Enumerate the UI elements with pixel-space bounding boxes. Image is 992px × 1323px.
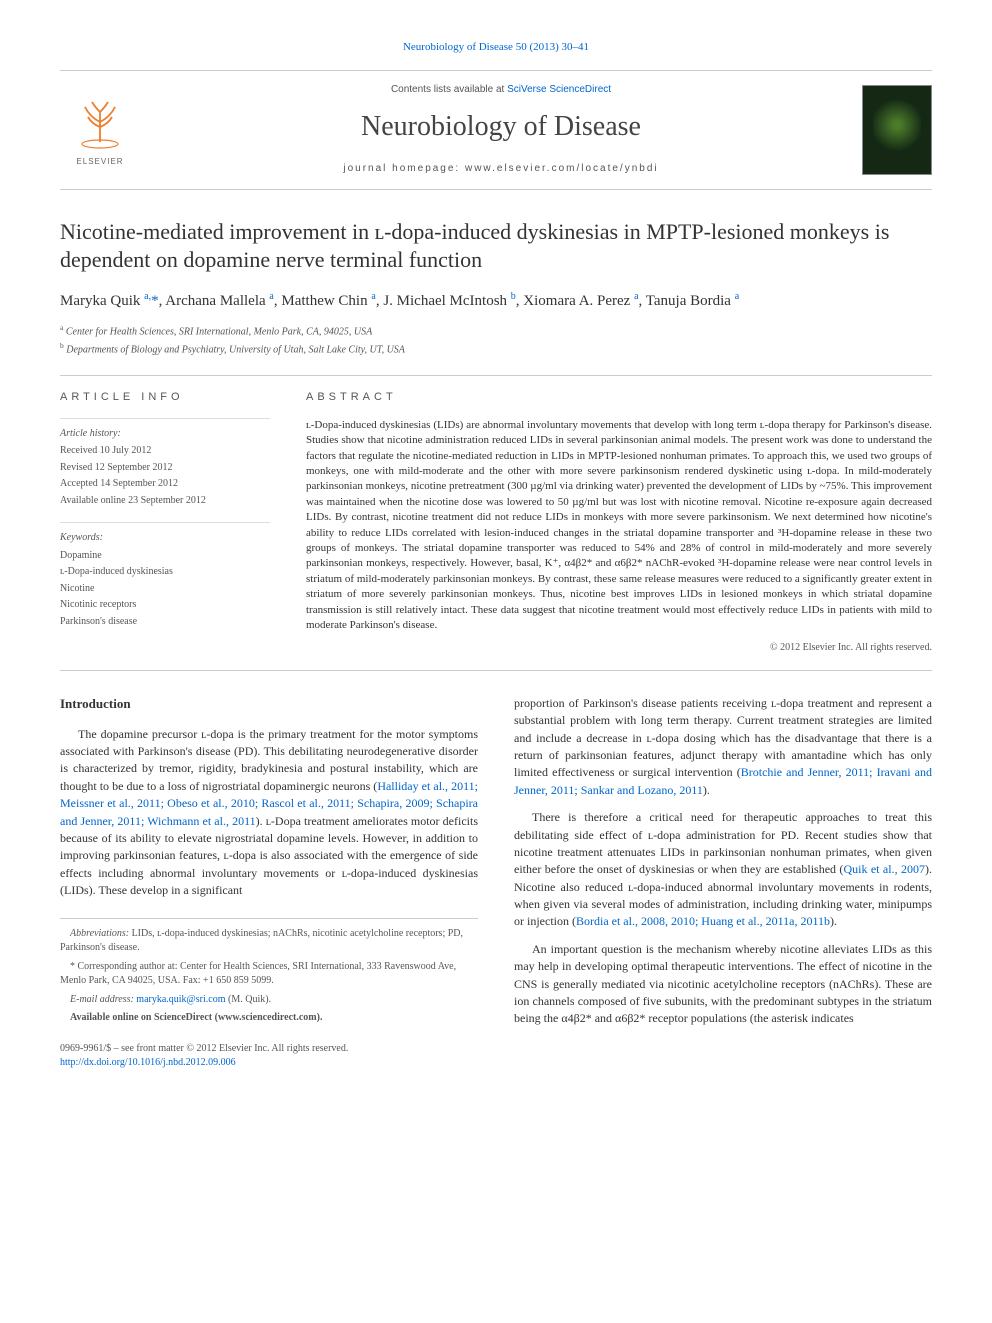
issn-line: 0969-9961/$ – see front matter © 2012 El… — [60, 1042, 478, 1057]
citation-header: Neurobiology of Disease 50 (2013) 30–41 — [60, 40, 932, 56]
masthead: ELSEVIER Contents lists available at Sci… — [60, 70, 932, 190]
intro-paragraph-1: The dopamine precursor ʟ-dopa is the pri… — [60, 726, 478, 900]
article-info-column: ARTICLE INFO Article history: Received 1… — [60, 390, 270, 656]
abbrev-label: Abbreviations: — [70, 928, 129, 939]
intro-paragraph-2: There is therefore a critical need for t… — [514, 809, 932, 931]
info-abstract-row: ARTICLE INFO Article history: Received 1… — [60, 390, 932, 656]
affiliation-line: a Center for Health Sciences, SRI Intern… — [60, 322, 932, 339]
journal-name: Neurobiology of Disease — [140, 107, 862, 148]
history-line: Revised 12 September 2012 — [60, 461, 270, 476]
keyword-line: Nicotinic receptors — [60, 598, 270, 613]
history-label: Article history: — [60, 427, 270, 442]
keyword-line: Parkinson's disease — [60, 615, 270, 630]
doi-link[interactable]: http://dx.doi.org/10.1016/j.nbd.2012.09.… — [60, 1057, 236, 1068]
email-footnote: E-mail address: maryka.quik@sri.com (M. … — [60, 993, 478, 1008]
corr-text: Corresponding author at: Center for Heal… — [60, 961, 456, 987]
avail-label: Available online on ScienceDirect (www.s… — [70, 1012, 322, 1023]
affiliations: a Center for Health Sciences, SRI Intern… — [60, 322, 932, 357]
keyword-line: ʟ-Dopa-induced dyskinesias — [60, 565, 270, 580]
sciencedirect-link[interactable]: SciVerse ScienceDirect — [507, 84, 611, 95]
publisher-logo: ELSEVIER — [60, 85, 140, 175]
journal-cover-thumbnail — [862, 85, 932, 175]
contents-line: Contents lists available at SciVerse Sci… — [140, 83, 862, 98]
availability-footnote: Available online on ScienceDirect (www.s… — [60, 1011, 478, 1026]
intro-paragraph-3: An important question is the mechanism w… — [514, 941, 932, 1028]
abstract-column: ABSTRACT ʟ-Dopa-induced dyskinesias (LID… — [306, 390, 932, 656]
text-run: ). — [703, 783, 710, 797]
corresponding-author-footnote: * Corresponding author at: Center for He… — [60, 960, 478, 989]
article-info-heading: ARTICLE INFO — [60, 390, 270, 406]
elsevier-tree-icon — [70, 92, 130, 152]
footer-block: 0969-9961/$ – see front matter © 2012 El… — [60, 1042, 478, 1071]
abstract-text: ʟ-Dopa-induced dyskinesias (LIDs) are ab… — [306, 418, 932, 633]
body-columns: Introduction The dopamine precursor ʟ-do… — [60, 695, 932, 1071]
author-list: Maryka Quik a,*, Archana Mallela a, Matt… — [60, 289, 932, 313]
right-column: proportion of Parkinson's disease patien… — [514, 695, 932, 1071]
citation-link[interactable]: Neurobiology of Disease 50 (2013) 30–41 — [403, 41, 589, 53]
affiliation-line: b Departments of Biology and Psychiatry,… — [60, 340, 932, 357]
email-suffix: (M. Quik). — [226, 994, 272, 1005]
keywords-label: Keywords: — [60, 531, 270, 546]
publisher-name: ELSEVIER — [76, 156, 123, 168]
history-line: Available online 23 September 2012 — [60, 494, 270, 509]
history-line: Received 10 July 2012 — [60, 444, 270, 459]
keyword-line: Dopamine — [60, 549, 270, 564]
keyword-line: Nicotine — [60, 582, 270, 597]
article-title: Nicotine-mediated improvement in ʟ-dopa-… — [60, 218, 932, 275]
citation-link[interactable]: Quik et al., 2007 — [843, 862, 925, 876]
email-label: E-mail address: — [70, 994, 136, 1005]
separator — [60, 670, 932, 671]
email-link[interactable]: maryka.quik@sri.com — [136, 994, 225, 1005]
abstract-heading: ABSTRACT — [306, 390, 932, 406]
left-column: Introduction The dopamine precursor ʟ-do… — [60, 695, 478, 1071]
separator — [60, 375, 932, 376]
history-line: Accepted 14 September 2012 — [60, 477, 270, 492]
keywords-block: Keywords: Dopamineʟ-Dopa-induced dyskine… — [60, 522, 270, 629]
journal-block: Contents lists available at SciVerse Sci… — [140, 83, 862, 177]
intro-paragraph-1-cont: proportion of Parkinson's disease patien… — [514, 695, 932, 799]
abbreviations-footnote: Abbreviations: LIDs, ʟ-dopa-induced dysk… — [60, 927, 478, 956]
article-history-block: Article history: Received 10 July 2012 Re… — [60, 418, 270, 509]
contents-prefix: Contents lists available at — [391, 84, 507, 95]
journal-homepage: journal homepage: www.elsevier.com/locat… — [140, 162, 862, 177]
text-run: ). — [830, 914, 837, 928]
citation-link[interactable]: Bordia et al., 2008, 2010; Huang et al.,… — [576, 914, 830, 928]
intro-heading: Introduction — [60, 695, 478, 714]
footnotes-block: Abbreviations: LIDs, ʟ-dopa-induced dysk… — [60, 918, 478, 1026]
abstract-copyright: © 2012 Elsevier Inc. All rights reserved… — [306, 641, 932, 656]
